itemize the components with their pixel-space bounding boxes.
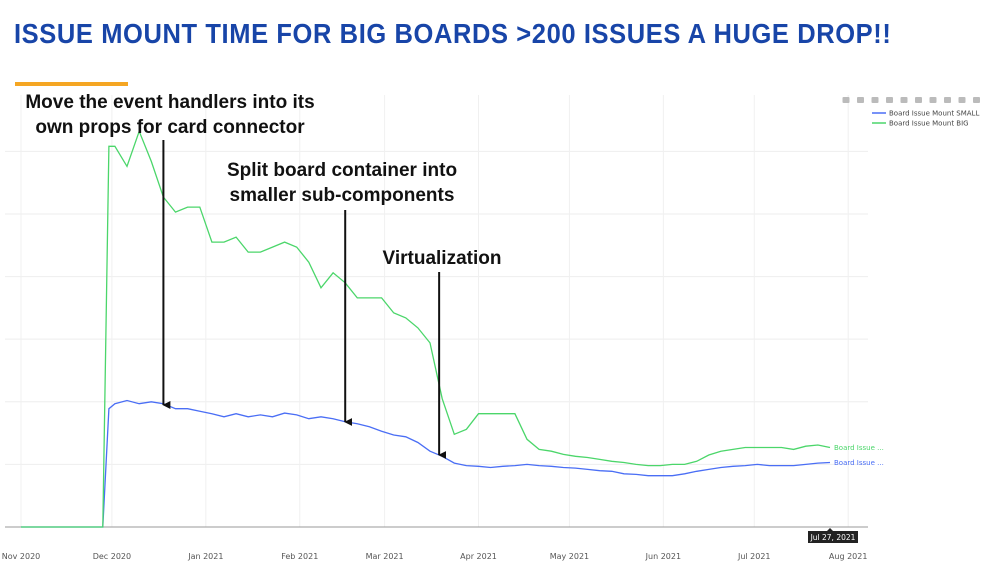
hover-label-caret xyxy=(827,528,833,531)
annotations: Move the event handlers into its own prop… xyxy=(25,92,502,459)
spike-lines-icon-glyph xyxy=(944,97,951,103)
zoom-in-icon-glyph xyxy=(886,97,893,103)
modebar xyxy=(842,97,980,103)
annotation-text: smaller sub-components xyxy=(230,185,455,206)
legend-item: Board Issue Mount BIG xyxy=(889,120,969,128)
series-line-big xyxy=(21,129,831,528)
slide-title: ISSUE MOUNT TIME FOR BIG BOARDS >200 ISS… xyxy=(14,18,892,50)
title-underline xyxy=(15,82,128,86)
spike-lines-icon[interactable] xyxy=(944,97,951,103)
x-tick-label: Apr 2021 xyxy=(460,552,497,561)
home-icon-glyph xyxy=(929,97,937,103)
zoom-icon[interactable] xyxy=(857,97,864,103)
x-axis: Nov 2020 Dec 2020 Jan 2021 Feb 2021 Mar 2021… xyxy=(2,552,868,561)
hover-closest-icon[interactable] xyxy=(958,97,966,103)
annotation-text: own props for card connector xyxy=(35,117,305,138)
series-lines: Board Issue ... Board Issue ... xyxy=(21,129,884,528)
x-tick-label: Nov 2020 xyxy=(2,552,41,561)
home-icon[interactable] xyxy=(929,97,937,103)
camera-icon[interactable] xyxy=(842,97,850,103)
hover-compare-icon[interactable] xyxy=(973,97,980,103)
zoom-out-icon-glyph xyxy=(900,97,908,103)
legend: Board Issue Mount SMALL Board Issue Mount… xyxy=(872,110,979,128)
pan-icon-glyph xyxy=(871,97,879,103)
annotation-text: Move the event handlers into its xyxy=(25,92,314,113)
annotation-text: Split board container into xyxy=(227,160,457,181)
legend-item: Board Issue Mount SMALL xyxy=(889,110,979,118)
pan-icon[interactable] xyxy=(871,97,879,103)
x-tick-label: Jul 2021 xyxy=(737,552,771,561)
x-tick-label: Mar 2021 xyxy=(366,552,404,561)
x-tick-label: Feb 2021 xyxy=(281,552,318,561)
zoom-in-icon[interactable] xyxy=(886,97,893,103)
hover-label-text: Jul 27, 2021 xyxy=(810,533,856,542)
x-tick-label: Jan 2021 xyxy=(187,552,223,561)
autoscale-icon-glyph xyxy=(915,97,922,103)
hover-label: Jul 27, 2021 xyxy=(808,528,858,543)
autoscale-icon[interactable] xyxy=(915,97,922,103)
hover-label-box xyxy=(808,531,858,543)
annotation-text: Virtualization xyxy=(383,248,502,269)
series-end-label: Board Issue ... xyxy=(834,444,884,452)
camera-icon-glyph xyxy=(842,97,850,103)
x-tick-label: May 2021 xyxy=(550,552,589,561)
hover-closest-icon-glyph xyxy=(958,97,966,103)
series-line-small xyxy=(21,399,831,528)
hover-compare-icon-glyph xyxy=(973,97,980,103)
x-tick-label: Aug 2021 xyxy=(829,552,868,561)
zoom-icon-glyph xyxy=(857,97,864,103)
x-tick-label: Jun 2021 xyxy=(645,552,681,561)
zoom-out-icon[interactable] xyxy=(900,97,908,103)
series-end-label: Board Issue ... xyxy=(834,459,884,467)
x-tick-label: Dec 2020 xyxy=(93,552,131,561)
